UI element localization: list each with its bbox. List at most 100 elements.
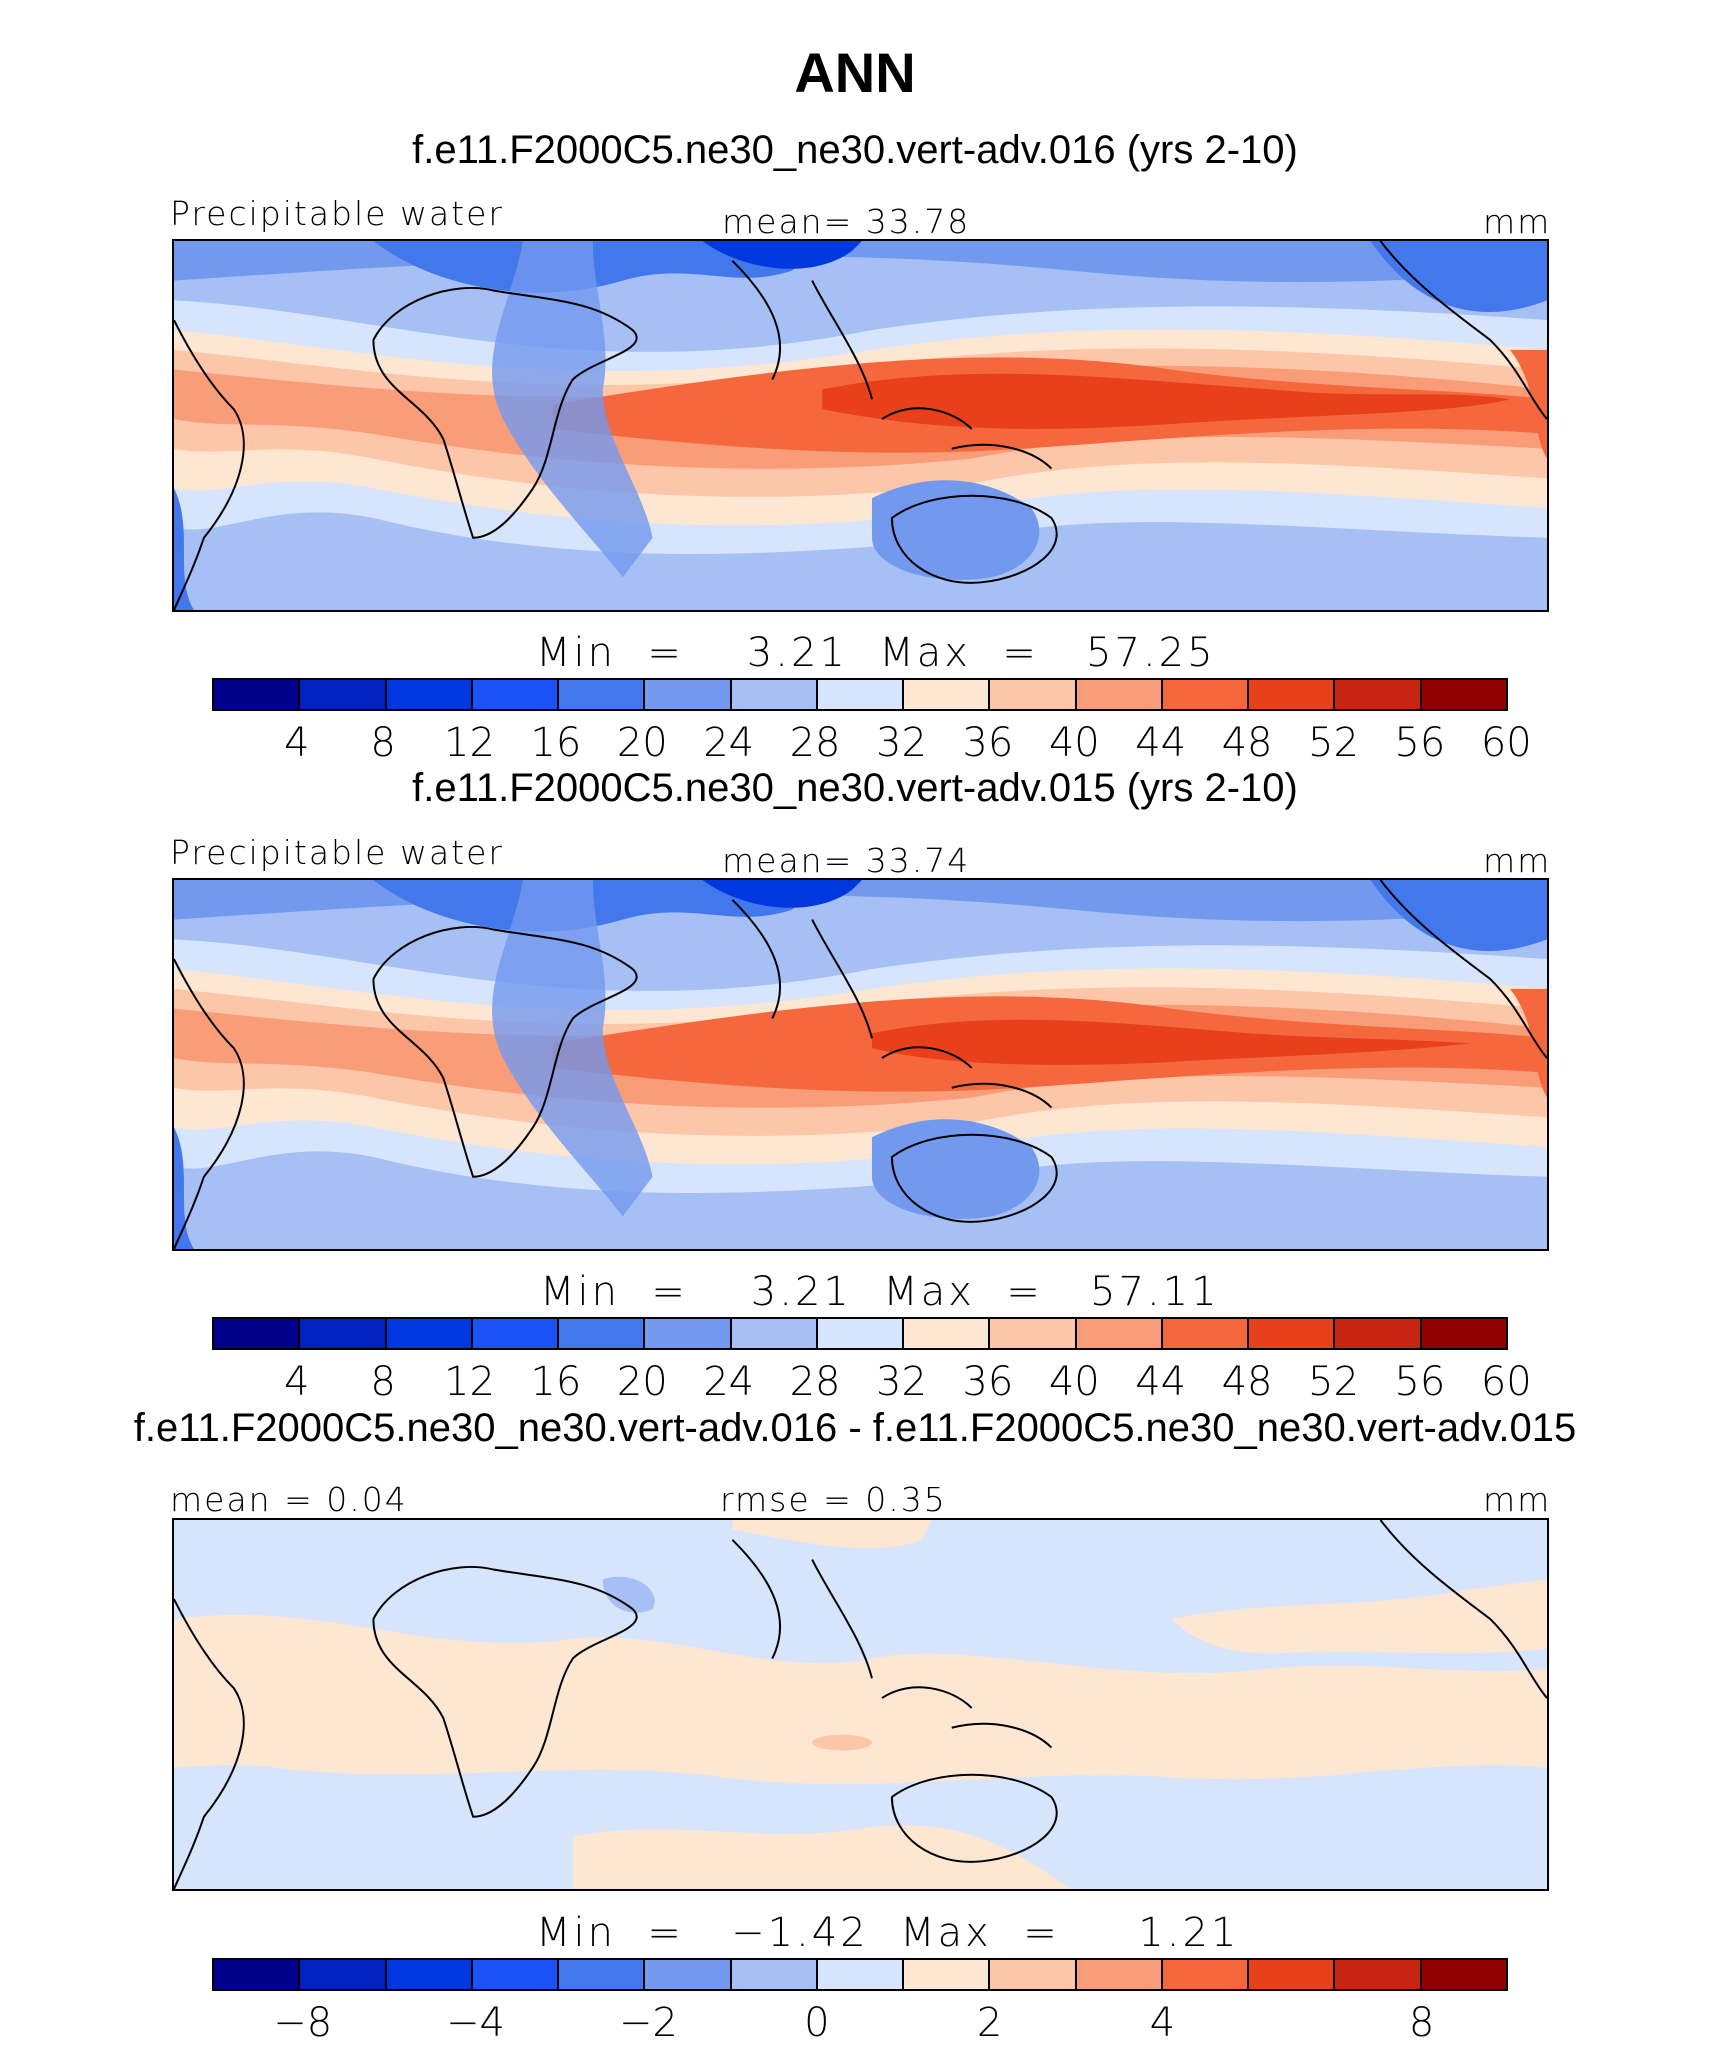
colorbar-tick-label: 8	[370, 1359, 396, 1405]
panel2-variable-label: Precipitable water	[170, 833, 504, 872]
colorbar-tick-label: 28	[789, 720, 841, 766]
colorbar-swatch	[1249, 1960, 1336, 1989]
colorbar-tick-label: 12	[444, 720, 495, 766]
colorbar-tick-label: 52	[1308, 720, 1359, 766]
panel3-rmse-label: rmse = 0.35	[720, 1480, 947, 1519]
colorbar-swatch	[559, 1960, 646, 1989]
colorbar-swatch	[300, 1319, 387, 1348]
colorbar-swatch	[386, 680, 473, 709]
colorbar-tick-label: 48	[1221, 1359, 1273, 1405]
colorbar-swatch	[1421, 680, 1506, 709]
colorbar-tick-label: 0	[804, 2000, 830, 2046]
colorbar-swatch	[645, 1319, 732, 1348]
panel2-minmax: Min = 3.21 Max = 57.11	[540, 1269, 1220, 1315]
colorbar-swatch	[817, 680, 905, 709]
colorbar-tick-label: 2	[976, 2000, 1003, 2046]
colorbar-tick-label: 24	[703, 1359, 755, 1405]
colorbar-swatch	[1076, 1319, 1163, 1348]
figure-title: ANN	[794, 41, 916, 104]
panel1-minmax: Min = 3.21 Max = 57.25	[536, 630, 1216, 676]
panel2-units-label: mm	[1483, 841, 1552, 880]
colorbar-tick-label: 16	[530, 1359, 582, 1405]
colorbar-tick-label: 40	[1048, 720, 1100, 766]
panel1-units-label: mm	[1483, 202, 1552, 241]
colorbar-swatch	[214, 1960, 301, 1989]
panel1-map	[172, 239, 1549, 612]
colorbar-tick-label: 56	[1394, 1359, 1446, 1405]
colorbar-tick-label: 4	[283, 1359, 310, 1405]
panel3-colorbar	[212, 1958, 1508, 1991]
colorbar-tick-label: 48	[1221, 720, 1273, 766]
colorbar-swatch	[1421, 1960, 1506, 1989]
colorbar-swatch	[990, 1319, 1077, 1348]
colorbar-tick-label: 44	[1135, 720, 1187, 766]
colorbar-swatch	[1162, 680, 1250, 709]
colorbar-swatch	[214, 1319, 301, 1348]
colorbar-swatch	[1249, 1319, 1336, 1348]
colorbar-swatch	[472, 680, 560, 709]
colorbar-swatch	[990, 1960, 1077, 1989]
colorbar-tick-label: 40	[1048, 1359, 1100, 1405]
colorbar-tick-label: 32	[876, 1359, 927, 1405]
colorbar-swatch	[559, 680, 646, 709]
colorbar-tick-label: 16	[530, 720, 582, 766]
colorbar-swatch	[817, 1319, 905, 1348]
colorbar-swatch	[1162, 1319, 1250, 1348]
colorbar-swatch	[1249, 680, 1336, 709]
colorbar-tick-label: 4	[283, 720, 310, 766]
colorbar-swatch	[386, 1960, 473, 1989]
panel3-units-label: mm	[1483, 1480, 1552, 1519]
colorbar-tick-label: 60	[1480, 1359, 1532, 1405]
colorbar-swatch	[1076, 1960, 1163, 1989]
colorbar-tick-label: 24	[703, 720, 755, 766]
colorbar-tick-label: 60	[1480, 720, 1532, 766]
colorbar-swatch	[731, 1319, 818, 1348]
colorbar-tick-label: 8	[370, 720, 396, 766]
colorbar-swatch	[559, 1319, 646, 1348]
colorbar-swatch	[1076, 680, 1163, 709]
colorbar-tick-label: 28	[789, 1359, 841, 1405]
colorbar-tick-label: 4	[1149, 2000, 1176, 2046]
colorbar-tick-label: 20	[616, 1359, 668, 1405]
colorbar-tick-label: 8	[1408, 2000, 1435, 2046]
panel1-colorbar	[212, 678, 1508, 711]
colorbar-tick-label: 52	[1308, 1359, 1359, 1405]
colorbar-swatch	[731, 680, 818, 709]
panel2-mean-label: mean= 33.74	[722, 841, 971, 880]
colorbar-swatch	[1162, 1960, 1250, 1989]
panel2-colorbar	[212, 1317, 1508, 1350]
colorbar-swatch	[1335, 1319, 1422, 1348]
colorbar-swatch	[1335, 680, 1422, 709]
colorbar-tick-label: −8	[273, 2000, 333, 2046]
panel1-variable-label: Precipitable water	[170, 194, 504, 233]
colorbar-swatch	[817, 1960, 905, 1989]
colorbar-tick-label: 20	[616, 720, 668, 766]
colorbar-swatch	[300, 1960, 387, 1989]
panel3-mean-label: mean = 0.04	[170, 1480, 408, 1519]
colorbar-swatch	[904, 1960, 991, 1989]
colorbar-swatch	[904, 1319, 991, 1348]
colorbar-swatch	[731, 1960, 818, 1989]
panel3-subtitle: f.e11.F2000C5.ne30_ne30.vert-adv.016 - f…	[133, 1406, 1577, 1450]
colorbar-swatch	[904, 680, 991, 709]
colorbar-tick-label: 36	[962, 720, 1014, 766]
panel2-map	[172, 878, 1549, 1251]
colorbar-swatch	[300, 680, 387, 709]
panel1-mean-label: mean= 33.78	[722, 202, 971, 241]
panel3-map	[172, 1518, 1549, 1891]
colorbar-tick-label: 36	[962, 1359, 1014, 1405]
colorbar-tick-label: 12	[444, 1359, 495, 1405]
panel1-subtitle: f.e11.F2000C5.ne30_ne30.vert-adv.016 (yr…	[412, 128, 1298, 172]
colorbar-swatch	[645, 1960, 732, 1989]
colorbar-swatch	[645, 680, 732, 709]
colorbar-tick-label: 56	[1394, 720, 1446, 766]
colorbar-swatch	[472, 1960, 560, 1989]
colorbar-swatch	[990, 680, 1077, 709]
panel2-subtitle: f.e11.F2000C5.ne30_ne30.vert-adv.015 (yr…	[412, 766, 1298, 810]
colorbar-swatch	[472, 1319, 560, 1348]
colorbar-swatch	[1421, 1319, 1506, 1348]
colorbar-tick-label: 32	[876, 720, 927, 766]
colorbar-swatch	[386, 1319, 473, 1348]
colorbar-swatch	[1335, 1960, 1422, 1989]
panel3-minmax: Min = −1.42 Max = 1.21	[536, 1910, 1240, 1956]
